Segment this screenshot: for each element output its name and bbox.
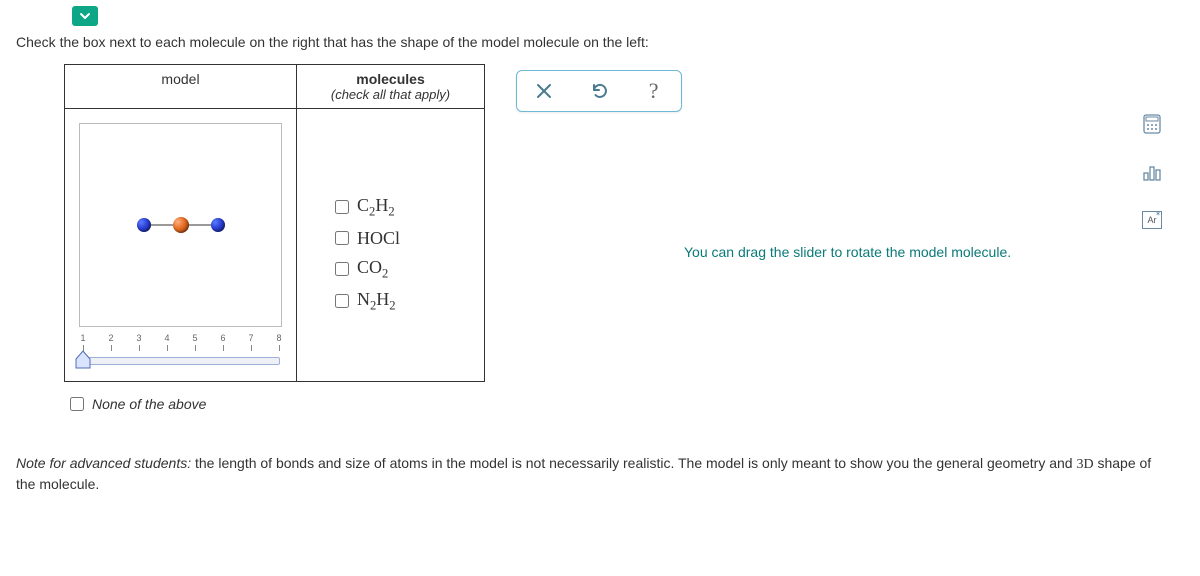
stats-button[interactable] (1140, 160, 1164, 184)
slider-tick-label: 8 (276, 333, 281, 343)
none-checkbox[interactable] (70, 397, 84, 411)
slider-track[interactable] (81, 357, 280, 365)
header-molecules-line2: (check all that apply) (305, 87, 476, 102)
slider-tick-mark (251, 345, 252, 351)
molecule-option: N2H2 (335, 289, 484, 314)
calculator-icon (1141, 113, 1163, 135)
slider-tick-mark (139, 345, 140, 351)
model-molecules-table: model molecules (check all that apply) (64, 64, 485, 382)
periodic-table-icon: Ar (1142, 211, 1162, 229)
slider-tick-mark (223, 345, 224, 351)
atom-right (211, 218, 225, 232)
none-of-the-above-row: None of the above (70, 396, 206, 412)
model-viewport[interactable] (79, 123, 282, 327)
slider-hint-text: You can drag the slider to rotate the mo… (684, 244, 1011, 260)
molecules-cell: C2H2 HOCl CO2 N2H2 (297, 109, 484, 381)
note-lead: Note for advanced students: (16, 455, 191, 471)
instruction-text: Check the box next to each molecule on t… (16, 34, 649, 50)
slider-tick-label: 5 (192, 333, 197, 343)
close-icon (534, 81, 554, 101)
molecule-checkbox[interactable] (335, 294, 349, 308)
slider-thumb[interactable] (74, 349, 92, 369)
header-molecules-line1: molecules (305, 71, 476, 87)
note-3d: 3D (1076, 457, 1093, 472)
none-label[interactable]: None of the above (92, 396, 206, 412)
reset-button[interactable] (581, 76, 617, 106)
molecule-formula: C2H2 (357, 195, 395, 220)
slider-tick-label: 1 (80, 333, 85, 343)
model-cell: 1 2 3 4 5 6 7 8 (65, 109, 296, 381)
molecule-checkbox[interactable] (335, 200, 349, 214)
molecule-checkbox[interactable] (335, 262, 349, 276)
molecule-formula: HOCl (357, 228, 400, 249)
molecule-3d-model (111, 205, 251, 245)
molecule-formula: CO2 (357, 257, 388, 282)
molecule-formula: N2H2 (357, 289, 396, 314)
slider-tick-label: 4 (164, 333, 169, 343)
bar-chart-icon (1141, 161, 1163, 183)
section-toggle[interactable] (72, 6, 98, 26)
answer-toolbar: ? (516, 70, 682, 112)
side-toolbar: Ar (1140, 112, 1164, 232)
slider-ticks: 1 2 3 4 5 6 7 8 (79, 333, 282, 347)
rotation-slider[interactable]: 1 2 3 4 5 6 7 8 (79, 333, 282, 373)
advanced-note: Note for advanced students: the length o… (16, 454, 1170, 494)
slider-tick-mark (195, 345, 196, 351)
atom-center (173, 217, 189, 233)
molecule-checkbox[interactable] (335, 231, 349, 245)
slider-tick-label: 7 (248, 333, 253, 343)
molecule-option: CO2 (335, 257, 484, 282)
note-body: the length of bonds and size of atoms in… (191, 455, 1076, 471)
help-button[interactable]: ? (636, 76, 672, 106)
slider-tick-mark (167, 345, 168, 351)
molecule-option: C2H2 (335, 195, 484, 220)
slider-tick-mark (279, 345, 280, 351)
chevron-down-icon (79, 10, 91, 22)
undo-icon (589, 81, 609, 101)
periodic-table-button[interactable]: Ar (1140, 208, 1164, 232)
atom-left (137, 218, 151, 232)
molecule-option: HOCl (335, 228, 484, 249)
slider-tick-label: 6 (220, 333, 225, 343)
molecule-options-list: C2H2 HOCl CO2 N2H2 (297, 109, 484, 314)
clear-button[interactable] (526, 76, 562, 106)
header-model: model (65, 65, 297, 109)
calculator-button[interactable] (1140, 112, 1164, 136)
header-molecules: molecules (check all that apply) (297, 65, 485, 109)
help-icon: ? (649, 78, 659, 104)
slider-tick-label: 2 (108, 333, 113, 343)
slider-tick-mark (111, 345, 112, 351)
slider-tick-label: 3 (136, 333, 141, 343)
